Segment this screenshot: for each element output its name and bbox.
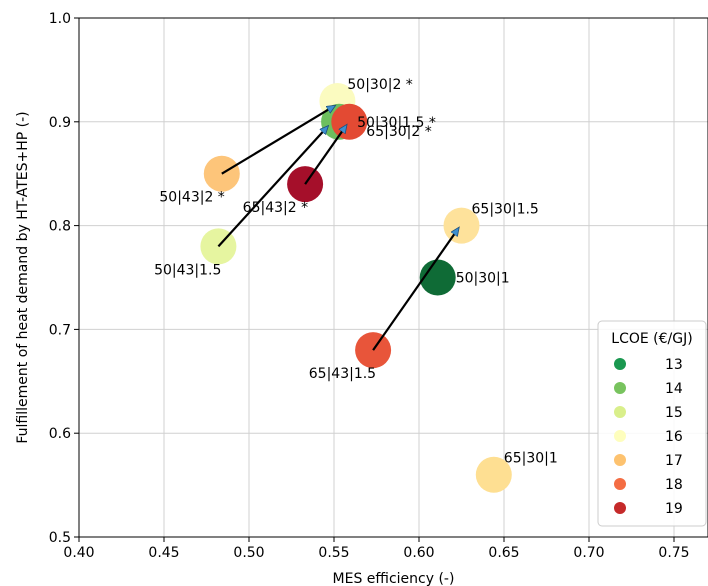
x-tick-label: 0.45 xyxy=(148,545,179,561)
arrow xyxy=(304,126,346,185)
legend-marker xyxy=(614,406,626,418)
y-tick-label: 0.8 xyxy=(49,219,71,235)
x-tick-label: 0.50 xyxy=(233,545,264,561)
legend-label: 16 xyxy=(665,429,683,445)
legend-label: 18 xyxy=(665,477,683,493)
legend-label: 19 xyxy=(665,501,683,517)
x-tick-label: 0.70 xyxy=(573,545,604,561)
legend-label: 15 xyxy=(665,405,683,421)
x-tick-label: 0.65 xyxy=(488,545,519,561)
legend-marker xyxy=(614,358,626,370)
data-point xyxy=(475,456,512,493)
point-label: 50|30|2 * xyxy=(347,77,412,93)
point-label: 50|43|2 * xyxy=(159,190,224,206)
x-tick-label: 0.40 xyxy=(63,545,94,561)
point-label: 50|43|1.5 xyxy=(154,262,221,278)
point-label: 65|30|2 * xyxy=(366,124,431,140)
arrow xyxy=(221,106,334,175)
y-axis-label: Fulfillement of heat demand by HT-ATES+H… xyxy=(15,111,31,443)
legend-marker xyxy=(614,454,626,466)
legend-box xyxy=(597,320,707,527)
data-points xyxy=(200,83,512,493)
y-tick-label: 0.7 xyxy=(49,322,71,338)
legend-marker xyxy=(614,502,626,514)
arrow xyxy=(217,127,327,248)
point-label: 50|30|1 xyxy=(456,271,510,287)
legend-marker xyxy=(614,430,626,442)
data-point xyxy=(419,259,456,296)
legend-label: 13 xyxy=(665,357,683,373)
legend-title: LCOE (€/GJ) xyxy=(611,331,692,347)
point-label: 50|30|1.5 * xyxy=(357,115,436,131)
legend-marker xyxy=(614,382,626,394)
x-axis-label: MES efficiency (-) xyxy=(333,571,455,586)
legend-marker xyxy=(614,478,626,490)
point-label: 65|30|1.5 xyxy=(472,202,539,218)
legend-label: 14 xyxy=(665,381,683,397)
y-tick-label: 0.6 xyxy=(49,426,71,442)
point-label: 65|30|1 xyxy=(504,451,558,467)
point-label: 65|43|1.5 xyxy=(309,366,376,382)
axis-ticks: 0.40 0.45 0.50 0.55 0.60 0.65 0.70 0.75 0.5 0.6 0.… xyxy=(49,11,690,561)
arrow xyxy=(372,229,458,351)
y-tick-label: 0.9 xyxy=(49,115,71,131)
point-labels: 50|43|2 * 50|43|1.5 65|43|2 * 50|30|2 * 50|3… xyxy=(154,77,558,467)
x-tick-label: 0.75 xyxy=(658,545,689,561)
legend: LCOE (€/GJ) 13 14 15 16 17 18 19 xyxy=(597,320,707,527)
legend-label: 17 xyxy=(665,453,683,469)
x-tick-label: 0.60 xyxy=(403,545,434,561)
arrows xyxy=(217,106,458,351)
x-tick-label: 0.55 xyxy=(318,545,349,561)
y-tick-label: 1.0 xyxy=(49,11,71,27)
plot-frame xyxy=(78,17,708,538)
y-tick-label: 0.5 xyxy=(49,530,71,546)
point-label: 65|43|2 * xyxy=(243,200,308,216)
